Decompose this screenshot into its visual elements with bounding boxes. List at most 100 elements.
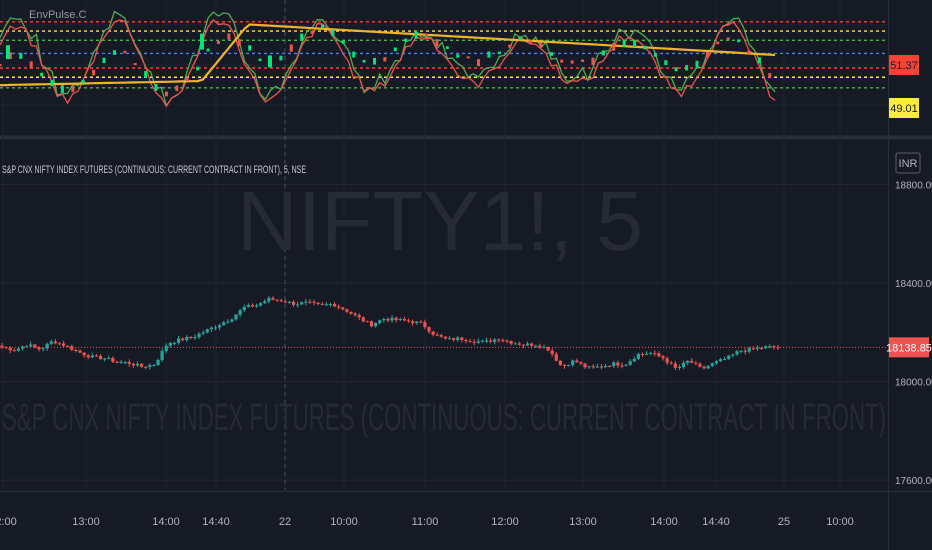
candle-body <box>111 358 115 362</box>
candle-body <box>546 347 550 351</box>
candle-body <box>78 350 82 353</box>
candle-body <box>131 363 135 366</box>
oscillator-candle <box>425 33 429 40</box>
oscillator-candle <box>185 78 189 81</box>
candle-body <box>579 362 583 364</box>
candle-body <box>86 355 90 358</box>
oscillator-tag-red-value: 51.37 <box>890 60 918 72</box>
candle-body <box>234 314 238 320</box>
candle-body <box>0 345 4 348</box>
candle-body <box>686 360 690 363</box>
x-tick-label: 11:00 <box>412 516 439 528</box>
oscillator-candle <box>50 79 54 87</box>
candle-body <box>497 339 501 341</box>
candle-body <box>558 360 562 366</box>
candle-body <box>332 304 337 307</box>
candle-body <box>148 365 152 367</box>
watermark-symbol: NIFTY1!, 5 <box>237 174 643 268</box>
candle-body <box>304 301 308 303</box>
candle-body <box>41 348 45 350</box>
oscillator-candle <box>716 41 720 45</box>
candle-body <box>144 366 148 368</box>
oscillator-candle <box>674 67 678 72</box>
oscillator-candle <box>227 33 231 40</box>
x-tick-label: 13:00 <box>72 516 100 528</box>
candle-body <box>653 353 657 355</box>
candle-body <box>406 320 411 322</box>
candle-body <box>513 343 517 345</box>
candle-body <box>456 337 460 340</box>
oscillator-candle <box>414 32 418 39</box>
candle-body <box>394 317 398 321</box>
oscillator-candle <box>216 40 220 45</box>
candle-body <box>267 297 271 302</box>
price-pane[interactable] <box>0 140 888 490</box>
candle-body <box>222 322 226 326</box>
candle-body <box>591 366 595 368</box>
candle-body <box>49 341 53 344</box>
candle-body <box>562 365 567 367</box>
candle-body <box>181 338 185 341</box>
price-candles <box>0 296 888 371</box>
candle-body <box>25 346 29 348</box>
candle-body <box>402 319 406 321</box>
oscillator-spike <box>6 45 10 60</box>
candle-body <box>324 304 328 306</box>
oscillator-candle <box>570 60 574 64</box>
candle-body <box>768 346 772 348</box>
candle-body <box>595 366 599 368</box>
candle-body <box>690 360 694 363</box>
candle-body <box>160 351 164 360</box>
oscillator-candle <box>29 61 33 69</box>
candle-body <box>612 362 616 366</box>
candle-body <box>661 356 665 359</box>
candle-body <box>628 361 632 365</box>
symbol-title[interactable]: S&P CNX NIFTY INDEX FUTURES (CONTINUOUS:… <box>2 164 306 176</box>
oscillator-plot <box>0 10 776 108</box>
candle-body <box>480 340 484 342</box>
axes: 18800.00 18400.00 18000.00 17600.00 12:00 13:… <box>0 180 932 528</box>
currency-badge[interactable]: INR <box>895 152 921 174</box>
candle-body <box>665 358 669 363</box>
candle-body <box>66 345 70 347</box>
candle-body <box>521 344 526 346</box>
watermark: NIFTY1!, 5 S&P CNX NIFTY INDEX FUTURES (… <box>2 174 886 439</box>
candle-body <box>115 361 119 363</box>
candle-body <box>139 363 144 367</box>
oscillator-candle <box>581 59 585 62</box>
candle-body <box>464 339 468 342</box>
candle-body <box>287 301 292 303</box>
candle-body <box>74 349 78 351</box>
candle-body <box>123 362 127 364</box>
candle-body <box>419 321 423 323</box>
candle-body <box>727 355 731 359</box>
oscillator-candle <box>747 50 751 54</box>
candle-body <box>608 365 612 367</box>
candle-body <box>103 358 107 360</box>
candle-body <box>731 354 735 356</box>
candle-body <box>435 334 439 336</box>
candle-body <box>230 319 234 322</box>
oscillator-candle <box>133 63 137 66</box>
x-tick-label: 14:40 <box>202 516 230 528</box>
candle-body <box>53 341 57 344</box>
candle-body <box>501 340 505 342</box>
oscillator-spike <box>200 33 204 50</box>
candle-body <box>353 313 357 316</box>
oscillator-candle <box>591 57 595 65</box>
oscillator-candle <box>445 46 449 50</box>
candle-body <box>312 301 316 303</box>
x-tick-label: 10:00 <box>330 516 358 528</box>
candle-body <box>587 366 591 368</box>
candle-body <box>29 344 33 347</box>
x-tick-label: 14:40 <box>702 516 730 528</box>
candle-body <box>505 340 509 342</box>
candle-body <box>316 302 320 304</box>
candle-body <box>620 365 624 367</box>
candle-body <box>382 318 386 321</box>
candle-body <box>759 348 764 350</box>
indicator-label[interactable]: EnvPulse.C <box>29 9 87 21</box>
candle-body <box>70 346 74 350</box>
candle-body <box>599 366 604 368</box>
